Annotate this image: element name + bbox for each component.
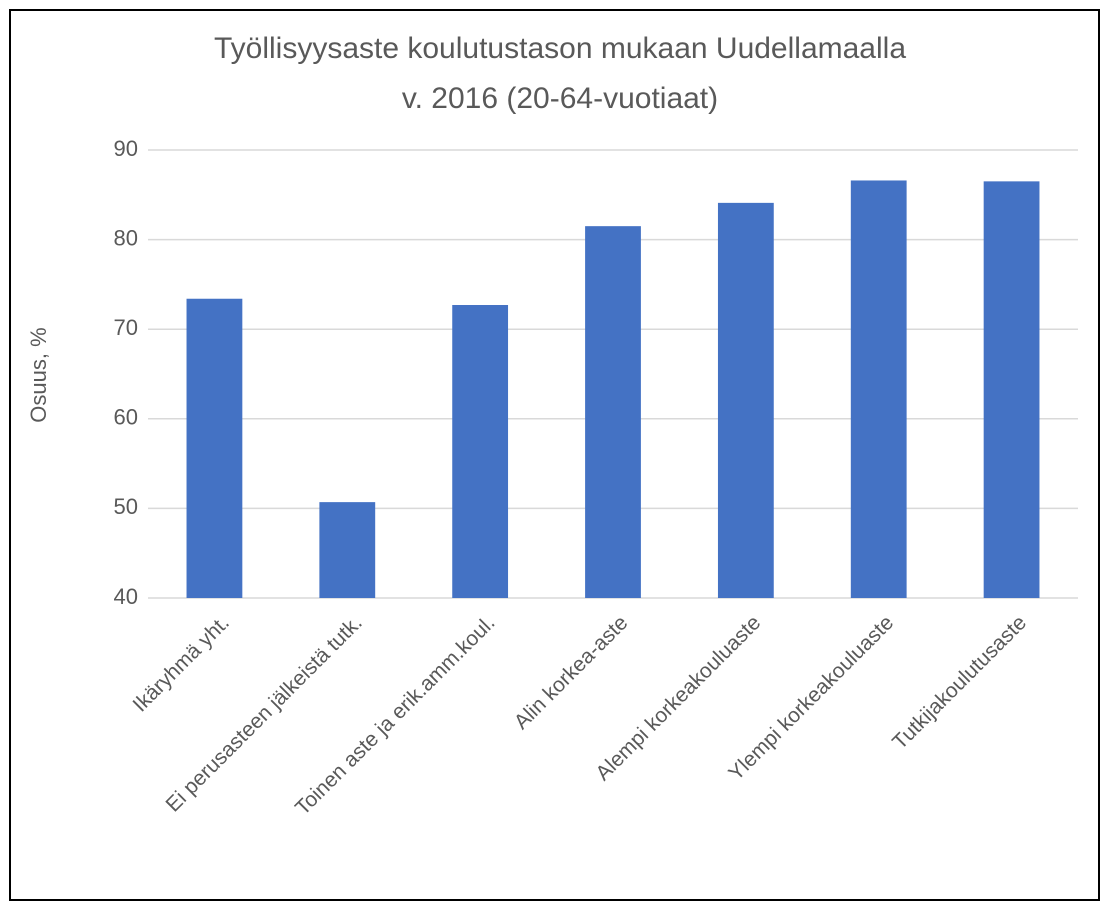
- bar: [319, 502, 376, 598]
- chart-title: v. 2016 (20-64-vuotiaat): [402, 82, 718, 115]
- y-axis-label: Osuus, %: [26, 327, 51, 422]
- y-tick-label: 40: [114, 584, 138, 609]
- bar: [585, 226, 641, 598]
- chart-title: Työllisyysaste koulutustason mukaan Uude…: [214, 32, 906, 65]
- bar: [983, 181, 1040, 599]
- y-tick-label: 60: [114, 405, 138, 430]
- y-tick-label: 80: [114, 225, 138, 250]
- y-tick-label: 70: [114, 315, 138, 340]
- bar: [850, 180, 907, 599]
- y-tick-label: 90: [114, 136, 138, 161]
- bar: [452, 305, 509, 598]
- bar: [186, 298, 243, 598]
- chart-frame: [9, 9, 1100, 901]
- y-tick-label: 50: [114, 494, 138, 519]
- bar: [717, 202, 774, 598]
